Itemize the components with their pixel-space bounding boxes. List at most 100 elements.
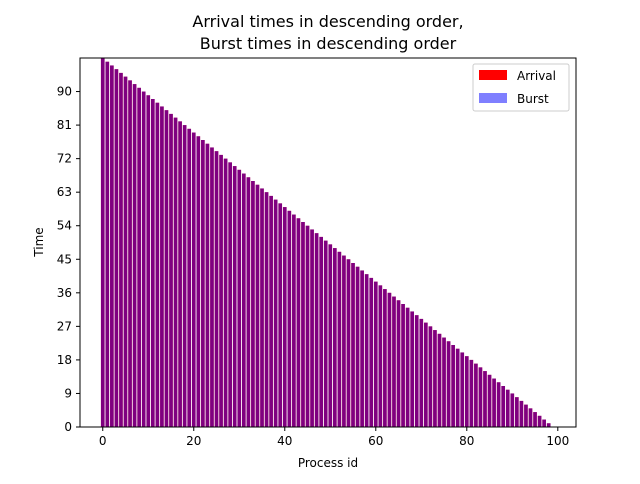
bar-burst bbox=[410, 311, 415, 427]
bar-burst bbox=[241, 173, 246, 427]
bar-burst bbox=[160, 106, 164, 428]
y-tick-label: 0 bbox=[64, 420, 72, 434]
chart-title-line-1: Arrival times in descending order, bbox=[192, 12, 463, 31]
legend: Arrival Burst bbox=[472, 63, 570, 112]
bar-burst bbox=[155, 102, 160, 428]
bar-burst bbox=[360, 270, 364, 427]
bar-burst bbox=[487, 374, 492, 427]
bar-burst bbox=[351, 263, 355, 427]
y-tick-label: 72 bbox=[57, 152, 72, 166]
bar-burst bbox=[373, 281, 378, 427]
bar-burst bbox=[305, 225, 310, 427]
x-tick-label: 100 bbox=[546, 434, 569, 448]
bar-burst bbox=[333, 248, 337, 427]
legend-label-burst: Burst bbox=[517, 92, 549, 106]
bar-burst bbox=[219, 154, 223, 427]
bar-burst bbox=[232, 166, 237, 427]
legend-swatch-burst bbox=[479, 93, 507, 103]
bar-burst bbox=[533, 412, 537, 427]
bar-burst bbox=[355, 266, 360, 427]
y-axis-label: Time bbox=[32, 227, 46, 257]
bar-burst bbox=[246, 177, 251, 427]
bar-burst bbox=[323, 240, 328, 427]
bar-burst bbox=[178, 121, 182, 427]
bar-burst bbox=[433, 330, 437, 427]
bar-burst bbox=[542, 419, 546, 427]
bar-burst bbox=[378, 285, 383, 427]
bar-burst bbox=[260, 188, 264, 427]
bar-burst bbox=[483, 371, 487, 427]
bar-burst bbox=[451, 345, 455, 427]
bar-burst bbox=[369, 277, 374, 427]
bar-burst bbox=[405, 307, 410, 427]
plot-frame bbox=[79, 57, 577, 428]
bar-burst bbox=[141, 91, 146, 427]
y-tick-label: 9 bbox=[64, 386, 72, 400]
bar-burst bbox=[150, 99, 155, 427]
bar-burst bbox=[419, 318, 424, 427]
bar-burst bbox=[314, 233, 319, 427]
bar-burst bbox=[464, 356, 469, 427]
bar-burst bbox=[251, 181, 255, 427]
y-axis-ticks: 0 9 18 27 36 45 54 63 72 81 90 bbox=[57, 85, 80, 434]
bar-burst bbox=[414, 315, 419, 427]
bar-burst bbox=[255, 184, 260, 427]
bar-burst bbox=[228, 162, 232, 427]
bar-burst bbox=[346, 259, 351, 427]
bar-burst bbox=[214, 151, 219, 427]
bar-burst bbox=[169, 113, 173, 427]
legend-label-arrival: Arrival bbox=[517, 69, 556, 83]
bar-burst bbox=[292, 214, 296, 427]
bar-burst bbox=[396, 300, 401, 427]
bar-burst bbox=[201, 140, 205, 427]
bar-burst bbox=[164, 110, 169, 427]
bar-burst bbox=[123, 76, 128, 428]
x-tick-label: 80 bbox=[459, 434, 474, 448]
bar-burst bbox=[296, 218, 301, 427]
bar-burst bbox=[100, 58, 105, 427]
bar-burst bbox=[364, 274, 369, 427]
bar-burst bbox=[137, 87, 141, 428]
bar-burst bbox=[546, 423, 551, 427]
chart-title-line-2: Burst times in descending order bbox=[200, 34, 457, 53]
bar-burst bbox=[114, 69, 119, 427]
bar-burst bbox=[442, 337, 446, 427]
bar-burst bbox=[492, 378, 496, 427]
bar-burst bbox=[428, 326, 433, 427]
y-tick-label: 90 bbox=[57, 85, 72, 99]
bar-burst bbox=[301, 222, 305, 427]
bar-burst bbox=[173, 117, 178, 428]
bar-burst bbox=[537, 415, 542, 427]
y-tick-label: 81 bbox=[57, 118, 72, 132]
bar-burst bbox=[110, 65, 114, 428]
bar-burst bbox=[264, 192, 269, 427]
bar-burst bbox=[392, 296, 396, 427]
bar-burst bbox=[196, 136, 201, 428]
bar-burst bbox=[191, 132, 196, 427]
bar-burst bbox=[287, 210, 292, 427]
x-tick-label: 60 bbox=[368, 434, 383, 448]
x-axis-label: Process id bbox=[298, 456, 358, 470]
bar-burst bbox=[119, 72, 123, 427]
bar-burst bbox=[383, 289, 387, 427]
legend-swatch-arrival bbox=[479, 70, 507, 80]
bar-burst bbox=[237, 169, 242, 427]
bar-burst bbox=[519, 400, 524, 427]
bar-burst bbox=[446, 341, 451, 427]
y-tick-label: 18 bbox=[57, 353, 72, 367]
bar-burst bbox=[424, 322, 428, 427]
bar-burst bbox=[528, 408, 533, 427]
bar-burst bbox=[205, 143, 210, 427]
bar-burst bbox=[474, 363, 478, 427]
x-tick-label: 0 bbox=[99, 434, 107, 448]
bar-burst bbox=[269, 195, 273, 427]
bar-burst bbox=[187, 128, 192, 427]
bar-burst bbox=[515, 397, 519, 427]
bar-burst bbox=[132, 84, 137, 427]
bar-burst bbox=[455, 348, 460, 427]
bar-burst bbox=[319, 236, 323, 427]
bar-burst bbox=[510, 393, 515, 427]
y-tick-label: 27 bbox=[57, 319, 72, 333]
bar-burst bbox=[524, 404, 528, 427]
